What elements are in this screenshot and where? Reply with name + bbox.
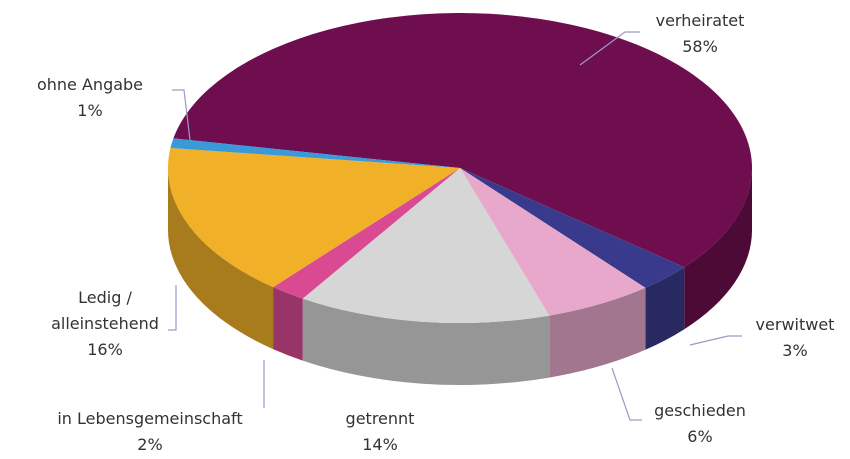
leader-line (611, 367, 642, 421)
slice-label: in Lebensgemeinschaft (57, 409, 243, 428)
pie-slice (168, 148, 460, 288)
value-label: 2% (137, 435, 163, 454)
slice-label: verwitwet (755, 315, 835, 334)
leader-line (579, 31, 640, 66)
value-label: 1% (77, 101, 103, 120)
leader-line (172, 89, 191, 141)
slice-label: getrennt (345, 409, 415, 428)
pie-slice-side (645, 267, 685, 350)
pie-slice-side (684, 168, 752, 330)
pie-slice (173, 12, 753, 268)
pie-slice-side (273, 287, 303, 361)
pie-slice (302, 168, 550, 323)
value-label: 58% (682, 37, 718, 56)
slice-label: verheiratet (655, 11, 745, 30)
pie-slice (170, 138, 461, 168)
slice-label: geschieden (654, 401, 746, 420)
pie-slice (460, 168, 646, 316)
value-label: 6% (687, 427, 713, 446)
value-label: 16% (87, 340, 123, 359)
slice-label: ohne Angabe (36, 75, 144, 94)
pie-slice-side (168, 168, 274, 350)
pie-slice-side (302, 298, 550, 385)
value-label: 14% (362, 435, 398, 454)
pie-slice (273, 168, 460, 299)
slice-label: Ledig / alleinstehend (51, 288, 159, 333)
leader-line (689, 335, 742, 346)
pie-slice (460, 168, 685, 288)
pie-slice-side (549, 287, 646, 378)
leader-line (168, 285, 177, 331)
value-label: 3% (782, 341, 808, 360)
